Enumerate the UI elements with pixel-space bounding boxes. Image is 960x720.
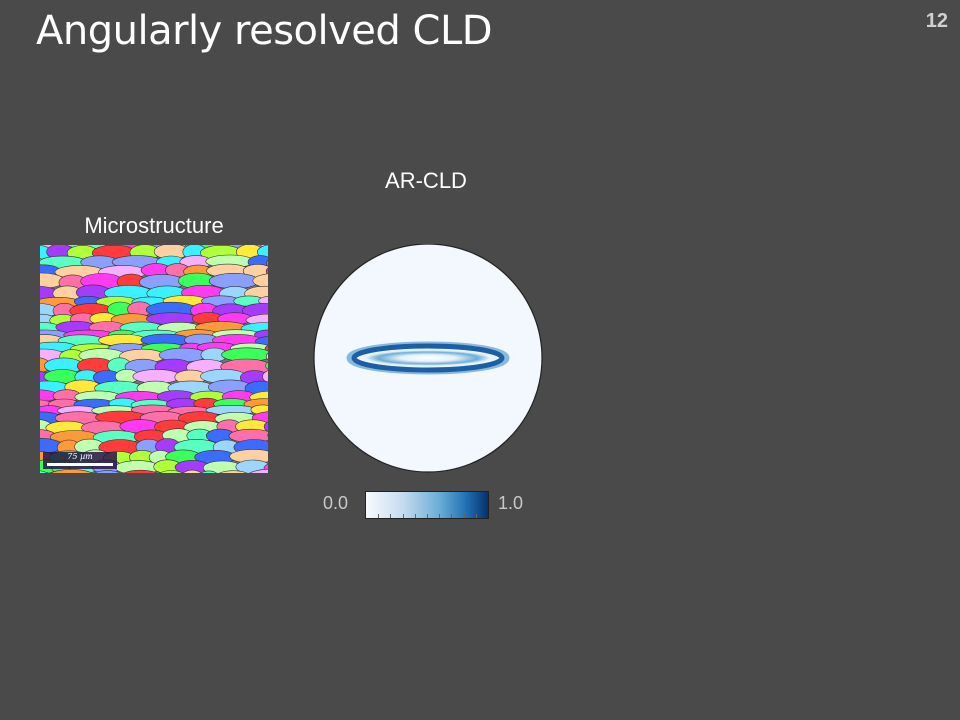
colorbar-tick [439, 514, 441, 518]
colorbar-tick [378, 514, 380, 518]
grain [249, 468, 268, 473]
grain [265, 352, 268, 361]
grain [94, 470, 121, 473]
microstructure-caption: Microstructure [84, 213, 224, 238]
grain [252, 273, 268, 289]
colorbar [365, 491, 489, 519]
grain [258, 295, 268, 306]
grain [262, 370, 268, 383]
grain [263, 421, 268, 432]
ar-cld-ring [351, 343, 505, 373]
grain [265, 361, 268, 370]
ar-cld-core [366, 350, 490, 366]
colorbar-tick [390, 514, 392, 518]
colorbar-tick [414, 514, 416, 518]
grain [159, 470, 184, 473]
scale-bar: 75 µm [43, 452, 117, 469]
ar-cld-caption: AR-CLD [385, 168, 467, 193]
slide-title: Angularly resolved CLD [36, 8, 493, 54]
colorbar-tick [402, 514, 404, 518]
grain [266, 259, 268, 267]
microstructure-image: 75 µm [40, 245, 268, 473]
colorbar-tick [451, 514, 453, 518]
ar-cld-plot [312, 243, 544, 476]
grain [123, 469, 158, 473]
grain-map [40, 245, 268, 473]
grain [200, 470, 218, 473]
ar-cld-polar-figure [313, 243, 543, 473]
scale-bar-label: 75 µm [67, 452, 93, 461]
colorbar-max-label: 1.0 [498, 493, 524, 513]
colorbar-tick [475, 514, 477, 518]
grain [218, 470, 248, 473]
grain [182, 469, 202, 473]
colorbar-min-label: 0.0 [323, 493, 349, 513]
colorbar-tick [427, 514, 428, 518]
grain [50, 469, 93, 473]
page-number: 12 [925, 10, 948, 32]
colorbar-ticks [366, 513, 488, 518]
scale-bar-line [47, 463, 113, 466]
grain [40, 470, 49, 473]
grain [265, 267, 268, 276]
colorbar-tick [463, 514, 465, 518]
